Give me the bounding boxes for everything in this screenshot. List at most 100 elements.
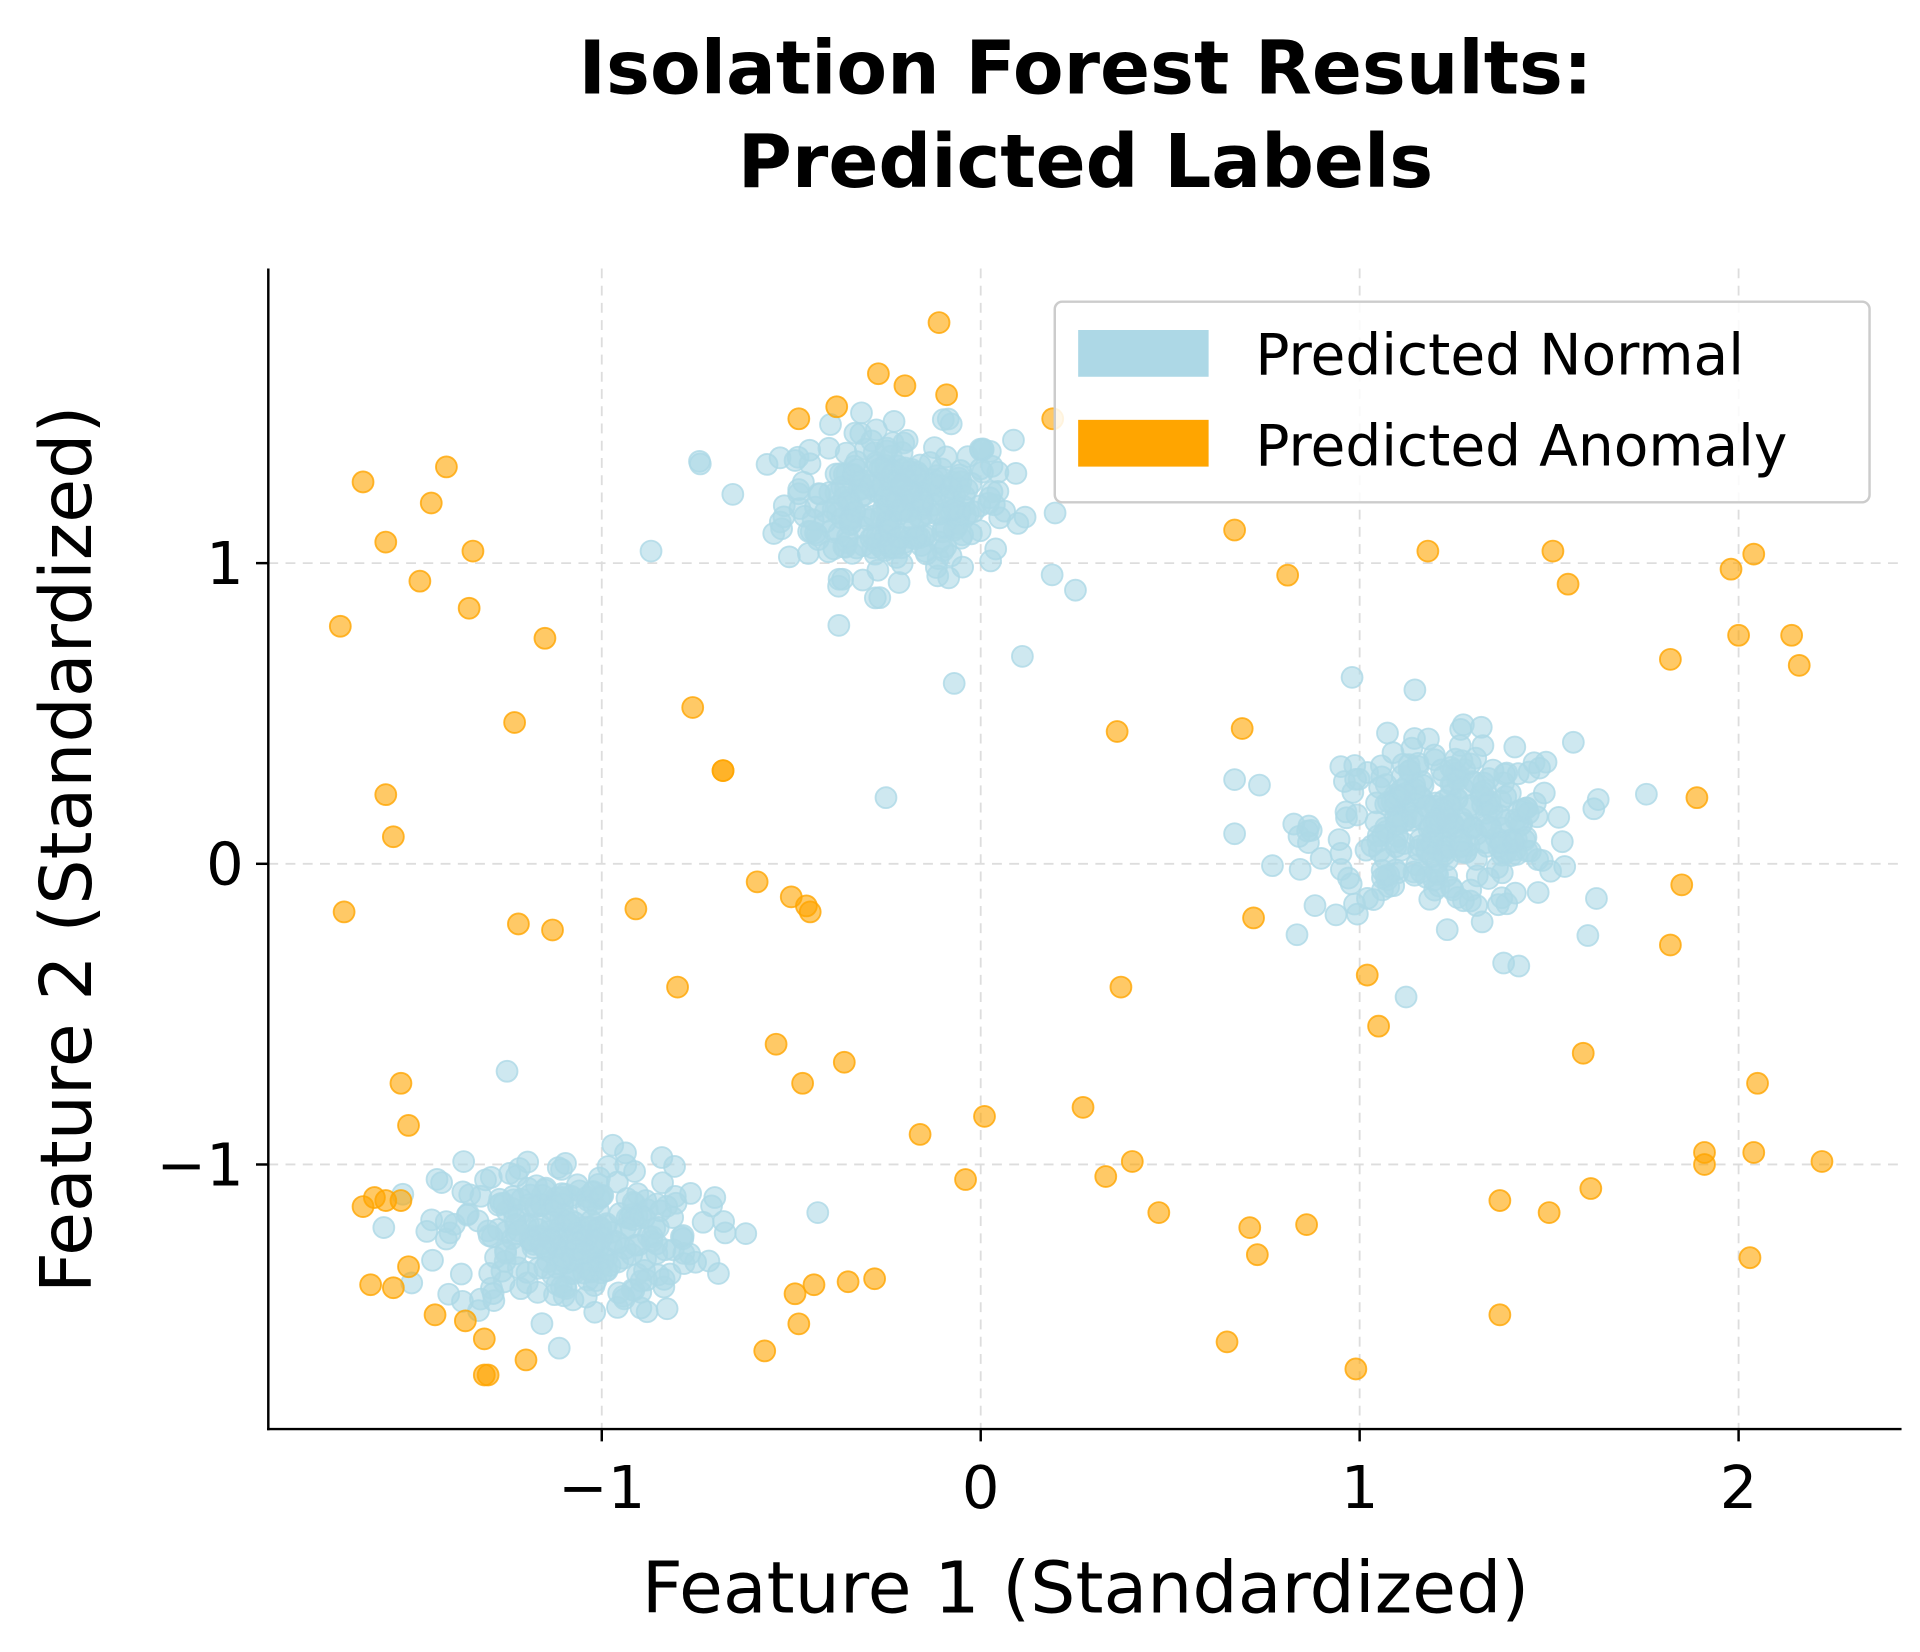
normal-point bbox=[863, 586, 887, 610]
anomaly-point bbox=[798, 900, 822, 924]
normal-point bbox=[629, 1269, 653, 1293]
normal-point bbox=[639, 539, 663, 563]
normal-point bbox=[1435, 918, 1459, 942]
normal-point bbox=[1561, 730, 1585, 754]
anomaly-point bbox=[476, 1363, 500, 1387]
normal-point bbox=[1503, 735, 1527, 759]
anomaly-point bbox=[1727, 623, 1750, 647]
anomaly-point bbox=[453, 1309, 477, 1333]
normal-point bbox=[874, 786, 898, 810]
anomaly-point bbox=[927, 311, 951, 334]
anomaly-point bbox=[1541, 539, 1565, 563]
normal-point bbox=[621, 1208, 645, 1232]
legend-label-normal: Predicted Normal bbox=[1255, 322, 1744, 388]
anomaly-point bbox=[791, 1071, 814, 1095]
y-axis-label: Feature 2 (Standardized) bbox=[25, 406, 108, 1293]
normal-point bbox=[887, 571, 911, 594]
normal-point bbox=[624, 1233, 648, 1257]
anomaly-point bbox=[1685, 786, 1709, 810]
normal-point bbox=[1393, 782, 1417, 805]
normal-point bbox=[655, 1297, 679, 1321]
normal-point bbox=[1408, 828, 1432, 851]
normal-point bbox=[834, 441, 858, 465]
anomaly-point bbox=[435, 455, 458, 479]
normal-point bbox=[787, 478, 811, 501]
normal-point bbox=[1397, 759, 1421, 783]
anomaly-point bbox=[1742, 1141, 1766, 1164]
anomaly-point bbox=[1579, 1177, 1603, 1200]
normal-point bbox=[546, 1156, 570, 1179]
anomaly-point bbox=[908, 1123, 932, 1146]
normal-point bbox=[1385, 812, 1408, 836]
x-tick-label: 2 bbox=[1720, 1453, 1758, 1522]
data-points bbox=[328, 311, 1834, 1387]
normal-point bbox=[651, 1171, 674, 1195]
normal-point bbox=[481, 1282, 505, 1305]
anomaly-point bbox=[1693, 1153, 1716, 1176]
normal-point bbox=[1344, 767, 1368, 791]
normal-point bbox=[1525, 805, 1549, 829]
anomaly-point bbox=[1659, 647, 1682, 671]
anomaly-point bbox=[1810, 1150, 1834, 1173]
normal-point bbox=[650, 1146, 674, 1169]
normal-point bbox=[1502, 830, 1526, 854]
ticks: −1 0 1 2 −1 0 1 bbox=[157, 529, 1758, 1522]
normal-point bbox=[1285, 923, 1309, 947]
anomaly-point bbox=[472, 1327, 496, 1351]
anomaly-point bbox=[374, 783, 398, 807]
y-tick-label: 1 bbox=[206, 529, 244, 598]
anomaly-point bbox=[624, 897, 648, 921]
normal-point bbox=[1013, 505, 1037, 529]
normal-point bbox=[612, 1287, 636, 1311]
normal-point bbox=[533, 1256, 557, 1280]
normal-point bbox=[484, 1246, 507, 1269]
normal-point bbox=[437, 1282, 461, 1306]
normal-point bbox=[870, 456, 894, 480]
anomaly-point bbox=[1230, 717, 1254, 740]
normal-point bbox=[942, 672, 966, 695]
normal-point bbox=[1526, 848, 1550, 871]
normal-point bbox=[561, 1288, 585, 1312]
anomaly-point bbox=[514, 1348, 538, 1372]
anomaly-point bbox=[419, 491, 443, 515]
anomaly-point bbox=[374, 530, 398, 554]
anomaly-point bbox=[666, 975, 689, 999]
normal-point bbox=[772, 505, 796, 529]
normal-point bbox=[899, 506, 923, 530]
anomaly-point bbox=[1556, 572, 1580, 596]
anomaly-point bbox=[1416, 539, 1440, 563]
normal-point bbox=[1464, 746, 1488, 770]
anomaly-point bbox=[1787, 653, 1811, 677]
anomaly-point bbox=[1105, 720, 1129, 743]
anomaly-point bbox=[681, 696, 705, 719]
normal-point bbox=[452, 1150, 476, 1173]
anomaly-point bbox=[503, 711, 527, 734]
normal-point bbox=[1409, 860, 1433, 884]
anomaly-point bbox=[711, 759, 735, 782]
anomaly-point bbox=[1276, 563, 1300, 587]
normal-point bbox=[1553, 855, 1577, 878]
normal-point bbox=[939, 476, 963, 500]
normal-point bbox=[623, 1160, 646, 1183]
normal-point bbox=[595, 1212, 618, 1236]
anomaly-point bbox=[935, 383, 958, 407]
anomaly-point bbox=[408, 569, 432, 593]
normal-point bbox=[831, 567, 855, 591]
normal-point bbox=[786, 445, 810, 469]
normal-point bbox=[712, 1210, 736, 1233]
anomaly-point bbox=[541, 918, 564, 942]
normal-point bbox=[1368, 776, 1391, 800]
chart-title-line-1: Isolation Forest Results: bbox=[579, 26, 1593, 112]
normal-point bbox=[1011, 644, 1034, 668]
anomaly-point bbox=[1571, 1041, 1595, 1065]
normal-point bbox=[721, 482, 745, 506]
anomaly-point bbox=[787, 407, 811, 431]
normal-point bbox=[530, 1312, 554, 1335]
normal-point bbox=[755, 453, 779, 476]
normal-point bbox=[1486, 893, 1510, 917]
anomaly-point bbox=[351, 470, 375, 494]
anomaly-point bbox=[1719, 557, 1743, 581]
anomaly-point bbox=[954, 1168, 977, 1191]
normal-point bbox=[1418, 887, 1442, 911]
normal-point bbox=[671, 1227, 695, 1251]
